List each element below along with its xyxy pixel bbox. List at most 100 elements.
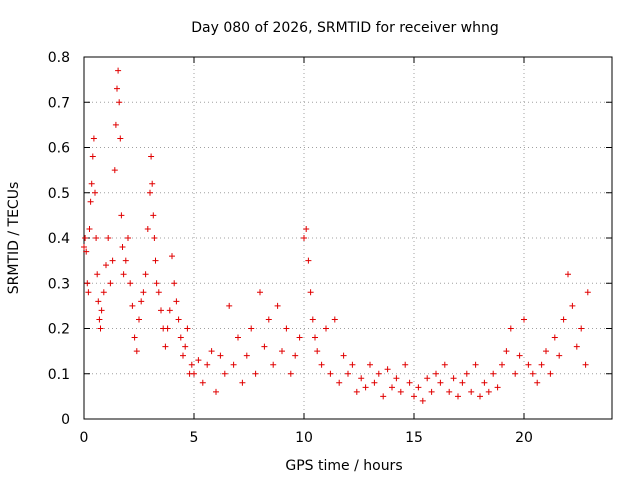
data-point (180, 352, 186, 359)
data-points (81, 67, 591, 404)
data-point (303, 225, 310, 232)
data-point (270, 361, 277, 368)
data-point (459, 379, 466, 386)
data-point (547, 370, 554, 377)
data-point (305, 257, 312, 264)
x-tick-label: 20 (515, 430, 533, 446)
data-point (336, 379, 343, 386)
data-point (468, 388, 475, 395)
data-point (184, 325, 191, 332)
data-point (175, 316, 182, 323)
data-point (279, 348, 285, 355)
y-tick-label: 0.5 (48, 186, 70, 202)
data-point (573, 343, 580, 350)
data-point (84, 280, 91, 287)
data-point (283, 325, 290, 332)
data-point (96, 316, 103, 323)
data-point (120, 271, 127, 278)
data-point (122, 257, 129, 264)
data-point (89, 153, 96, 160)
data-point (230, 361, 237, 368)
data-point (287, 370, 294, 377)
data-point (353, 388, 360, 395)
data-point (151, 235, 158, 241)
data-point (100, 289, 107, 296)
data-point (433, 370, 439, 377)
x-tick-label: 5 (190, 430, 199, 446)
data-point (115, 67, 122, 74)
data-point (217, 352, 224, 359)
data-point (521, 316, 527, 323)
data-point (103, 262, 109, 269)
x-tick-label: 0 (80, 430, 89, 446)
data-point (119, 244, 126, 251)
data-point (441, 361, 448, 368)
data-point (556, 352, 563, 359)
data-point (499, 361, 505, 368)
data-point (204, 361, 211, 368)
data-point (265, 316, 272, 323)
data-point (188, 361, 195, 368)
data-point (92, 189, 98, 196)
data-point (512, 370, 519, 377)
y-tick-label: 0.3 (48, 276, 70, 292)
data-point (112, 121, 119, 128)
data-point (257, 289, 263, 296)
data-point (565, 271, 571, 278)
data-point (503, 348, 510, 355)
data-point (309, 316, 316, 323)
data-point (129, 302, 136, 309)
data-point (149, 180, 156, 187)
data-point (411, 393, 417, 400)
data-point (560, 316, 567, 323)
data-point (525, 361, 532, 368)
data-point (534, 379, 541, 386)
data-point (358, 375, 365, 382)
data-point (402, 361, 409, 368)
data-point (199, 379, 206, 386)
data-point (116, 99, 123, 106)
chart-title: Day 080 of 2026, SRMTID for receiver whn… (191, 20, 499, 36)
data-point (136, 316, 142, 323)
data-point (419, 397, 426, 404)
data-point (296, 334, 303, 341)
data-point (331, 316, 338, 323)
data-point (118, 212, 125, 219)
data-point (142, 271, 149, 278)
data-point (318, 361, 325, 368)
data-point (208, 348, 215, 355)
data-point (125, 235, 131, 241)
data-point (85, 289, 92, 296)
data-point (345, 370, 351, 377)
data-point (105, 235, 112, 241)
data-point (171, 280, 178, 287)
data-point (389, 384, 395, 391)
data-point (472, 361, 479, 368)
data-point (578, 325, 585, 332)
data-point (477, 393, 483, 400)
data-point (195, 357, 202, 364)
data-point (584, 289, 591, 296)
data-point (164, 325, 171, 332)
data-point (529, 370, 536, 377)
data-point (150, 212, 157, 219)
data-point (490, 370, 497, 377)
data-point (312, 334, 318, 341)
data-point (158, 307, 164, 314)
data-point (349, 361, 356, 368)
data-point (155, 289, 162, 296)
data-point (127, 280, 134, 287)
data-point (81, 244, 87, 251)
data-point (292, 352, 299, 359)
data-point (494, 384, 501, 391)
data-point (98, 307, 105, 314)
data-point (191, 370, 197, 377)
data-point (87, 198, 94, 205)
data-point (147, 189, 153, 196)
data-point (397, 388, 404, 395)
data-point (177, 334, 184, 341)
data-point (131, 334, 138, 341)
y-tick-label: 0.8 (48, 50, 70, 66)
data-point (213, 388, 219, 395)
